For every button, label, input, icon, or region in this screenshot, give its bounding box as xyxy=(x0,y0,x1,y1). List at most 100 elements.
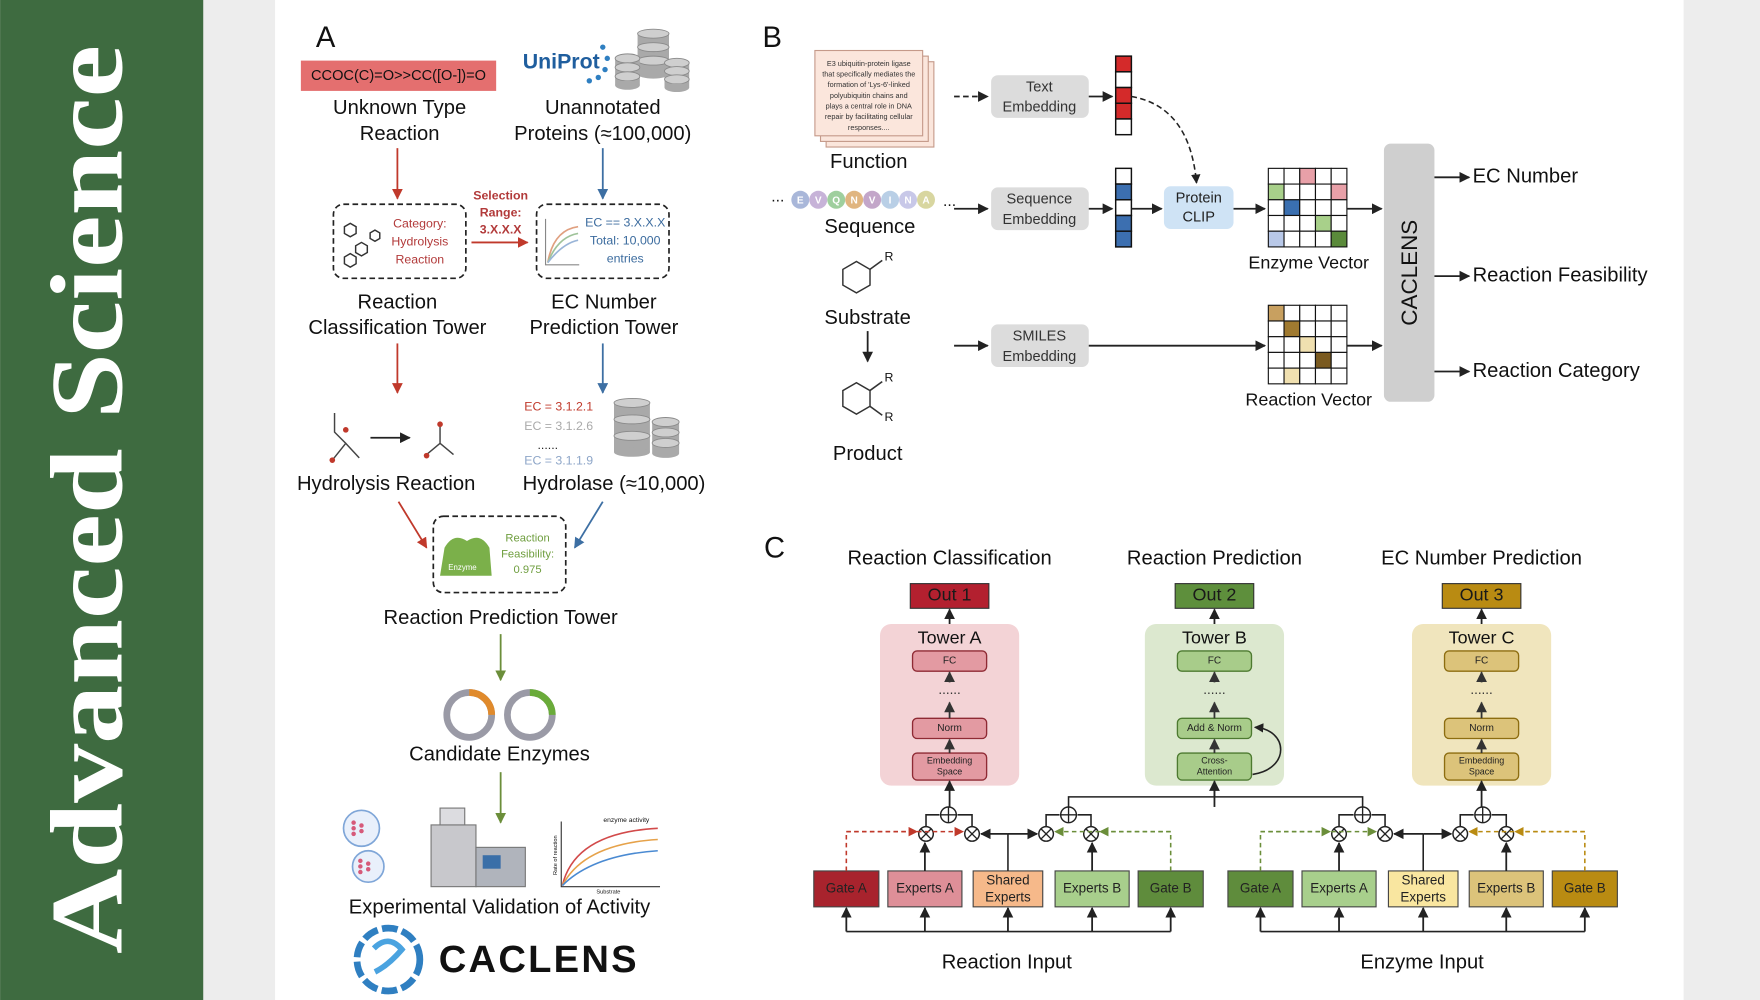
vector-cell xyxy=(1114,214,1133,232)
connector xyxy=(957,814,973,827)
vector-cell xyxy=(1114,71,1133,89)
label: CACLENS xyxy=(1397,220,1422,326)
vector-cell xyxy=(1114,102,1133,120)
banner-strip xyxy=(0,0,204,1000)
grid-cell xyxy=(1267,304,1285,322)
label: A xyxy=(316,22,336,54)
residue-bead xyxy=(899,190,918,209)
cell xyxy=(358,864,363,869)
model-bar xyxy=(1383,143,1435,402)
enzyme-icon xyxy=(440,537,492,576)
mini-axes xyxy=(544,218,580,266)
grid-cell xyxy=(1299,183,1317,201)
database-bottom xyxy=(652,448,680,458)
enzyme-ring-arc xyxy=(529,689,556,716)
label: Norm xyxy=(937,723,962,734)
connector xyxy=(1338,814,1354,827)
label: Reaction xyxy=(505,533,549,545)
label: C xyxy=(764,533,785,565)
database-disk xyxy=(664,74,690,85)
label: E xyxy=(797,196,804,207)
label: V xyxy=(815,196,822,207)
grid-cell xyxy=(1283,304,1301,322)
grid-cell xyxy=(1283,214,1301,232)
grid-cell xyxy=(1283,167,1301,185)
grid-cell xyxy=(1330,167,1348,185)
label: EC Number xyxy=(551,291,657,313)
grid-cell xyxy=(1330,367,1348,385)
label: Q xyxy=(832,196,840,207)
label: B xyxy=(763,22,782,54)
grid-cell xyxy=(1330,214,1348,232)
database-disk xyxy=(614,71,641,82)
label: responses.... xyxy=(848,123,890,132)
residue-bead xyxy=(809,190,828,209)
vector-cell xyxy=(1114,199,1133,217)
output-box xyxy=(1174,583,1255,609)
label: Reaction Prediction xyxy=(1127,547,1302,569)
grid-cell xyxy=(1283,230,1301,248)
oxygen xyxy=(342,427,349,433)
label: Cross- xyxy=(1201,755,1227,765)
database-disk xyxy=(651,438,680,448)
label: FC xyxy=(1208,656,1221,667)
instrument-top xyxy=(439,807,466,826)
database xyxy=(637,33,670,75)
module-box xyxy=(972,870,1044,908)
vector-cell xyxy=(1114,86,1133,104)
grid-cell xyxy=(1314,367,1332,385)
label: V xyxy=(869,196,876,207)
grid-cell xyxy=(1330,230,1348,248)
database-bottom xyxy=(664,83,690,93)
cell xyxy=(351,831,356,837)
label: Reaction Input xyxy=(942,951,1073,973)
grid-cell xyxy=(1283,351,1301,369)
grid-cell xyxy=(1314,199,1332,217)
grid-cell xyxy=(1267,336,1285,353)
module-box xyxy=(1227,870,1294,908)
label: R xyxy=(885,370,894,384)
molecule-ring xyxy=(369,229,381,243)
label: Embedding xyxy=(1459,755,1504,765)
grid-cell xyxy=(1267,167,1285,185)
label: Sequence xyxy=(1007,192,1073,208)
logo-dot xyxy=(586,78,593,84)
residue-bead xyxy=(845,190,864,209)
label: Substrate xyxy=(824,307,910,329)
molecule-ring xyxy=(343,252,357,268)
grid-cell xyxy=(1267,320,1285,338)
label: Experts xyxy=(985,889,1031,904)
grid-cell xyxy=(1299,367,1317,385)
connector xyxy=(1371,814,1386,827)
database-disk xyxy=(664,66,690,77)
label: N xyxy=(904,196,911,207)
label: Enzyme xyxy=(448,563,477,572)
label: Reaction xyxy=(360,123,440,145)
oxygen xyxy=(329,457,336,463)
connector xyxy=(1045,814,1060,827)
arrow xyxy=(573,501,604,549)
grid-cell xyxy=(1299,167,1317,185)
label: Protein xyxy=(1176,191,1222,207)
cell xyxy=(358,869,363,875)
label: Experts A xyxy=(1310,880,1368,895)
logo: CACLENS xyxy=(439,938,639,981)
residue-bead xyxy=(863,190,882,209)
connector xyxy=(925,814,940,827)
clip-box xyxy=(1163,186,1234,229)
label: EC == 3.X.X.X xyxy=(585,216,665,230)
logo-dot xyxy=(602,66,608,73)
plot-curve xyxy=(561,838,658,886)
dashed-box xyxy=(535,203,670,280)
label: repair by facilitating cellular xyxy=(825,112,913,121)
label: Tower B xyxy=(1182,627,1247,647)
label: Embedding xyxy=(1002,212,1076,228)
label: Reaction xyxy=(396,253,445,267)
label: Reaction xyxy=(358,291,438,313)
cell xyxy=(365,867,371,872)
grid-cell xyxy=(1314,320,1332,338)
logo-mark xyxy=(371,938,406,975)
line xyxy=(1454,828,1466,840)
label: Feasibility: xyxy=(501,548,554,560)
